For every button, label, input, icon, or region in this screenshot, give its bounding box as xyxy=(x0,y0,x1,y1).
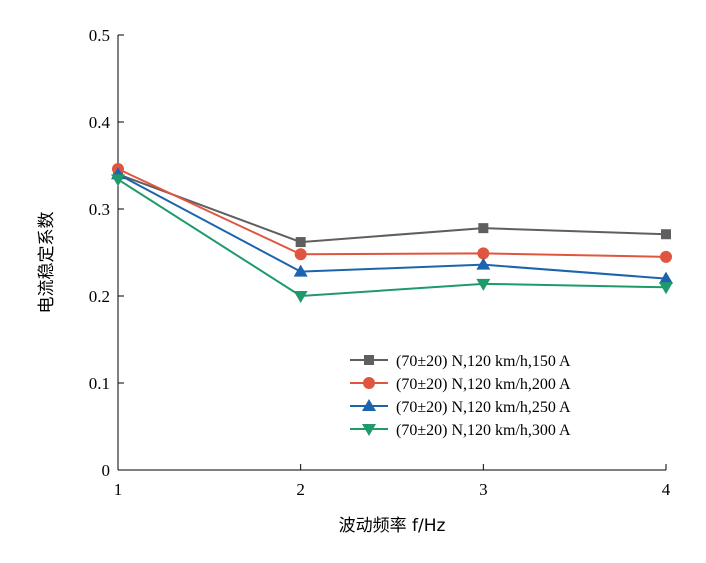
axes: 0 0.1 0.2 0.3 0.4 0.5 1 2 3 4 xyxy=(89,26,671,499)
data-point xyxy=(293,264,308,277)
x-tick-label: 4 xyxy=(662,480,671,499)
legend-marker xyxy=(362,399,376,411)
y-tick-label: 0.1 xyxy=(89,374,110,393)
legend-marker xyxy=(363,377,375,389)
series-line xyxy=(117,173,667,280)
legend-marker xyxy=(362,424,376,436)
legend-item: (70±20) N,120 km/h,300 A xyxy=(350,422,571,439)
x-tick-label: 1 xyxy=(114,480,123,499)
series-3 xyxy=(111,167,673,284)
x-axis-label: 波动频率 f/Hz xyxy=(339,516,446,536)
series-group xyxy=(111,162,673,303)
legend-label: (70±20) N,120 km/h,250 A xyxy=(396,399,571,416)
y-tick-label: 0 xyxy=(102,461,111,480)
data-point xyxy=(478,223,489,234)
data-point xyxy=(295,237,306,248)
series-line xyxy=(117,173,667,244)
y-axis-label: 电流稳定系数 xyxy=(37,212,57,314)
data-point xyxy=(294,248,307,261)
series-line xyxy=(117,178,667,298)
data-point xyxy=(477,247,490,260)
x-tick-label: 2 xyxy=(296,480,305,499)
data-point xyxy=(659,271,673,284)
data-point xyxy=(661,229,671,240)
legend-marker xyxy=(364,355,374,365)
y-tick-label: 0.2 xyxy=(89,287,110,306)
y-tick-label: 0.4 xyxy=(89,113,111,132)
series-2 xyxy=(112,162,672,263)
legend-item: (70±20) N,120 km/h,150 A xyxy=(350,353,571,370)
series-1 xyxy=(113,169,671,248)
x-tick-label: 3 xyxy=(479,480,488,499)
legend-item: (70±20) N,120 km/h,200 A xyxy=(350,376,571,393)
data-point xyxy=(293,291,308,303)
y-tick-label: 0.3 xyxy=(89,200,110,219)
data-point xyxy=(659,282,673,295)
data-point xyxy=(476,257,491,270)
legend-item: (70±20) N,120 km/h,250 A xyxy=(350,399,571,416)
y-tick-label: 0.5 xyxy=(89,26,110,45)
series-4 xyxy=(111,174,673,303)
series-line xyxy=(117,168,667,258)
legend-label: (70±20) N,120 km/h,150 A xyxy=(396,353,571,370)
legend-label: (70±20) N,120 km/h,300 A xyxy=(396,422,571,439)
data-point xyxy=(111,174,125,187)
legend-label: (70±20) N,120 km/h,200 A xyxy=(396,376,571,393)
data-point xyxy=(660,250,672,263)
legend: (70±20) N,120 km/h,150 A (70±20) N,120 km… xyxy=(350,353,571,439)
data-point xyxy=(476,278,491,291)
